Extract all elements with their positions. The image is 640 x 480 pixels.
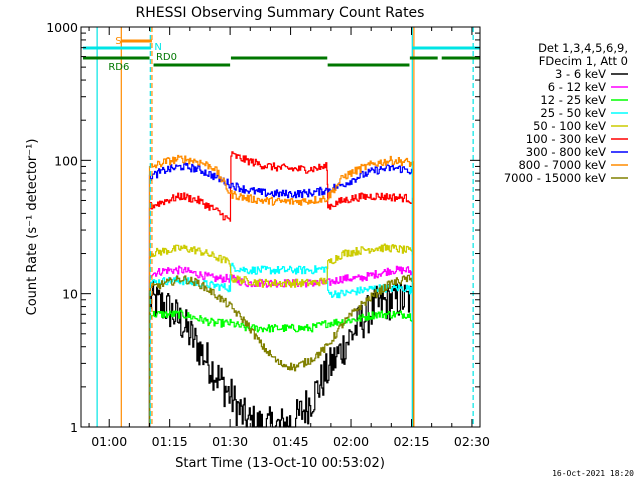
series-line-4 xyxy=(148,243,415,427)
legend-label-2: 12 - 25 keV xyxy=(540,93,606,107)
x-tick-label-5: 02:15 xyxy=(393,434,429,449)
series-line-2 xyxy=(148,309,415,427)
series-line-8 xyxy=(148,274,415,427)
flag-label-1: N xyxy=(154,42,161,53)
flag-label-3: RD6 xyxy=(108,62,129,73)
y-tick-label-0: 1 xyxy=(70,420,78,435)
legend: Det 1,3,4,5,6,9, FDecim 1, Att 0 3 - 6 k… xyxy=(504,41,628,185)
series-line-0 xyxy=(148,280,415,428)
x-axis: 01:00 01:15 01:30 01:45 02:00 02:15 02:30 xyxy=(88,27,490,449)
x-tick-label-0: 01:00 xyxy=(91,434,127,449)
legend-header-2: FDecim 1, Att 0 xyxy=(539,54,628,68)
x-axis-label: Start Time (13-Oct-10 00:53:02) xyxy=(175,456,385,471)
legend-label-1: 6 - 12 keV xyxy=(548,80,606,94)
legend-label-3: 25 - 50 keV xyxy=(540,106,606,120)
y-tick-label-1: 10 xyxy=(62,287,78,302)
y-tick-label-3: 1000 xyxy=(46,20,78,35)
y-axis: 1 10 100 1000 xyxy=(46,20,480,435)
footer-timestamp: 16-Oct-2021 18:20 xyxy=(552,469,634,478)
x-tick-label-3: 01:45 xyxy=(273,434,309,449)
series-line-3 xyxy=(148,262,415,427)
legend-label-8: 7000 - 15000 keV xyxy=(504,171,606,185)
flag-label-0: S xyxy=(115,36,121,47)
series-line-5 xyxy=(148,151,415,427)
plot-frame xyxy=(80,26,481,428)
legend-header-1: Det 1,3,4,5,6,9, xyxy=(538,41,628,55)
flag-label-2: RD0 xyxy=(156,52,177,63)
x-tick-label-2: 01:30 xyxy=(212,434,248,449)
legend-label-7: 800 - 7000 keV xyxy=(518,158,606,172)
x-tick-label-6: 02:30 xyxy=(454,434,490,449)
chart-title: RHESSI Observing Summary Count Rates xyxy=(136,5,425,21)
y-axis-label: Count Rate (s⁻¹ detector⁻¹) xyxy=(25,139,40,316)
y-tick-label-2: 100 xyxy=(54,153,78,168)
series-line-6 xyxy=(148,162,415,427)
x-tick-label-4: 02:00 xyxy=(333,434,369,449)
x-tick-label-1: 01:15 xyxy=(152,434,188,449)
series-line-7 xyxy=(148,154,415,427)
legend-label-0: 3 - 6 keV xyxy=(555,67,606,81)
legend-label-4: 50 - 100 keV xyxy=(533,119,606,133)
legend-label-6: 300 - 800 keV xyxy=(526,145,606,159)
legend-label-5: 100 - 300 keV xyxy=(526,132,606,146)
